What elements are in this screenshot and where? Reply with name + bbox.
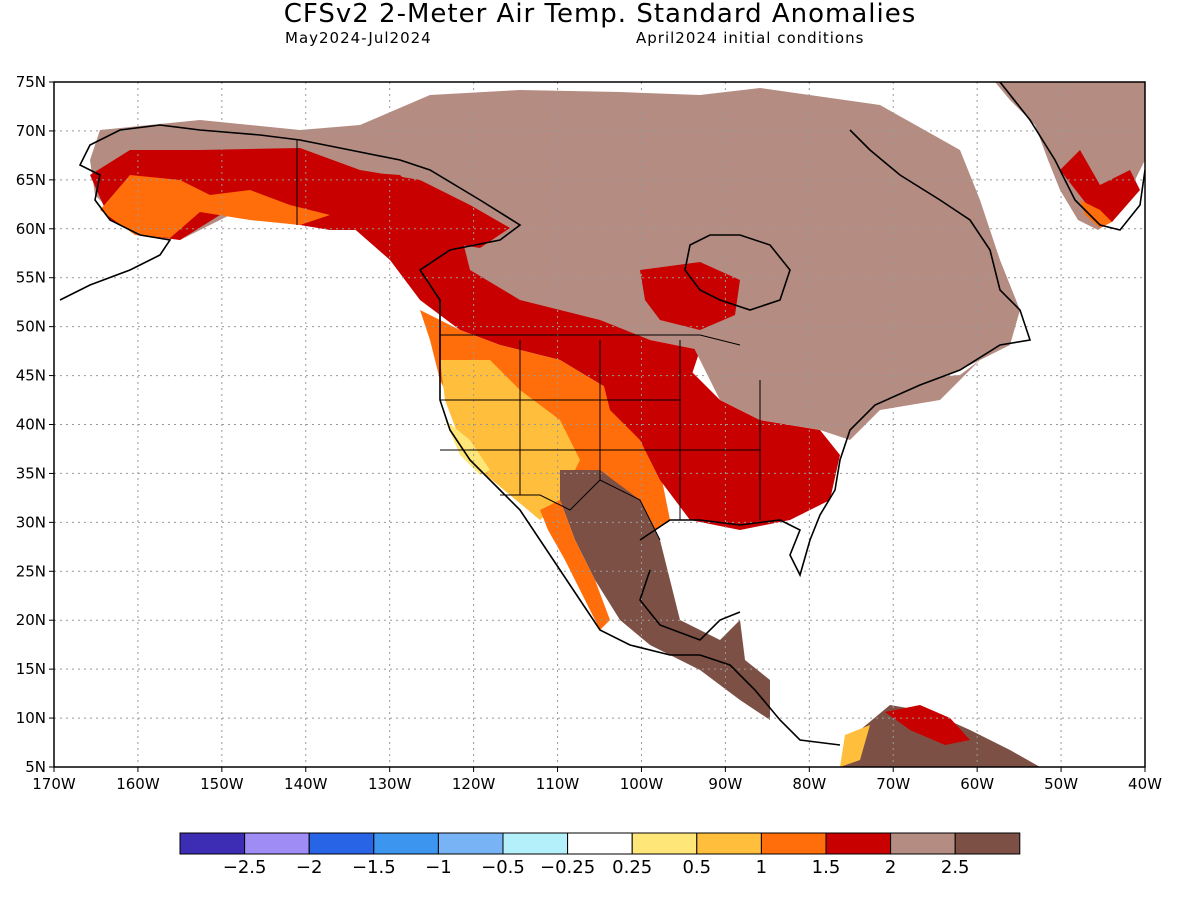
lon-tick-label: 90W [708, 775, 742, 793]
lon-tick-label: 100W [620, 775, 664, 793]
colorbar-swatch [954, 832, 1021, 855]
colorbar-swatch [437, 832, 504, 855]
political-borders [296, 140, 761, 541]
colorbar-label: 0.5 [682, 857, 711, 878]
lat-tick-label: 45N [16, 367, 46, 385]
lon-tick-label: 160W [116, 775, 160, 793]
colorbar-swatch [825, 832, 892, 855]
northeast-anomaly [690, 340, 980, 440]
lat-tick-label: 65N [16, 171, 46, 189]
lat-tick-label: 20N [16, 611, 46, 629]
lon-tick-label: 130W [368, 775, 412, 793]
colorbar-swatch [308, 832, 375, 855]
chart-title: CFSv2 2-Meter Air Temp. Standard Anomali… [283, 0, 917, 29]
colorbar-label: −2.5 [223, 857, 267, 878]
lat-tick-label: 55N [16, 269, 46, 287]
colorbar-label: −0.5 [481, 857, 525, 878]
western-canada-anomaly [330, 170, 700, 395]
lon-tick-label: 110W [536, 775, 580, 793]
lat-tick-label: 40N [16, 416, 46, 434]
greenland-warm-edge [1060, 150, 1140, 222]
colorbar-swatch [890, 832, 956, 855]
colorbar-swatch [373, 832, 439, 855]
lat-tick-label: 10N [16, 709, 46, 727]
colorbar-swatch [696, 832, 762, 855]
lat-tick-label: 15N [16, 660, 46, 678]
lon-tick-label: 120W [452, 775, 496, 793]
colorbar-swatch [244, 832, 310, 855]
lon-tick-label: 60W [960, 775, 994, 793]
lon-tick-label: 140W [284, 775, 328, 793]
colorbar-label: 1.5 [812, 857, 841, 878]
lon-tick-label: 70W [876, 775, 910, 793]
colorbar-label: 1 [756, 857, 767, 878]
lat-tick-label: 75N [16, 73, 46, 91]
south-america-red [885, 705, 970, 745]
lon-tick-label: 170W [32, 775, 76, 793]
map-gridlines [54, 82, 1145, 767]
greenland-warm-coast [1080, 200, 1112, 228]
colorbar-swatch [567, 832, 633, 855]
colorbar-swatch [179, 832, 246, 855]
colorbar-label: 2.5 [941, 857, 970, 878]
lat-tick-label: 35N [16, 464, 46, 482]
initial-conditions: April2024 initial conditions [636, 29, 865, 47]
california-coast [445, 420, 490, 475]
lat-tick-label: 25N [16, 562, 46, 580]
colorbar-swatch [760, 832, 827, 855]
lon-tick-label: 40W [1128, 775, 1162, 793]
anomaly-fields [90, 82, 1145, 767]
lat-tick-label: 70N [16, 122, 46, 140]
colorbar-label: −0.25 [540, 857, 595, 878]
lat-tick-label: 50N [16, 318, 46, 336]
colorbar-label: 2 [885, 857, 896, 878]
latitude-labels: 75N 70N 65N 60N 55N 50N 45N 40N 35N 30N 25N 20N 15N 1… [16, 73, 54, 776]
colorbar-swatch [631, 832, 698, 855]
lat-tick-label: 5N [25, 758, 46, 776]
lat-tick-label: 60N [16, 220, 46, 238]
coastlines [59, 82, 1145, 746]
lon-tick-label: 80W [792, 775, 826, 793]
forecast-period: May2024-Jul2024 [285, 29, 432, 47]
lat-tick-label: 30N [16, 513, 46, 531]
colorbar-label: 0.25 [612, 857, 652, 878]
colorbar-legend: −2.5 −2 −1.5 −1 −0.5 −0.25 0.25 0.5 1 1.5 2 2.5 [179, 832, 1021, 878]
lon-tick-label: 150W [200, 775, 244, 793]
lon-tick-label: 50W [1044, 775, 1078, 793]
longitude-labels: 170W 160W 150W 140W 130W 120W 110W 100W 90W 80W 70… [32, 767, 1162, 793]
hudson-bay-anomaly [640, 262, 740, 330]
south-america-warm [840, 725, 870, 767]
colorbar-label: −1.5 [352, 857, 396, 878]
colorbar-label: −2 [296, 857, 323, 878]
colorbar-swatch [502, 832, 569, 855]
east-us-anomaly [600, 360, 840, 530]
alaska-orange [100, 175, 330, 238]
colorbar-label: −1 [425, 857, 452, 878]
mexico-anomaly [560, 470, 770, 720]
